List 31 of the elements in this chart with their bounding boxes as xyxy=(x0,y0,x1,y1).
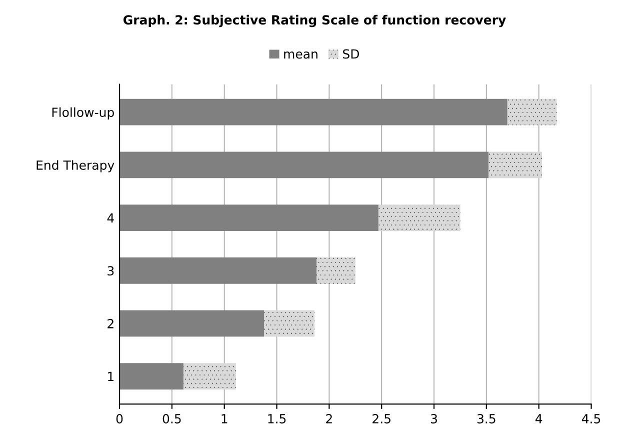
bar xyxy=(120,310,264,337)
bar xyxy=(316,257,356,284)
y-tick-label: 1 xyxy=(108,372,114,382)
x-tick-label: 1 xyxy=(222,414,228,424)
x-tick-label: 2.5 xyxy=(372,414,390,424)
y-tick-label: 2 xyxy=(108,318,114,328)
bar xyxy=(120,257,317,284)
y-tick-label: Flollow-up xyxy=(52,107,114,120)
x-tick-label: 3.5 xyxy=(477,414,496,424)
x-tick-label: 4.5 xyxy=(582,414,600,424)
y-tick-label: 3 xyxy=(108,266,114,276)
x-tick-label: 0 xyxy=(116,414,123,424)
chart-title: Graph. 2: Subjective Rating Scale of function recovery xyxy=(123,14,506,28)
bar xyxy=(488,152,542,178)
x-tick-label: 4 xyxy=(535,414,542,424)
y-tick-label: End Therapy xyxy=(36,160,114,172)
bar xyxy=(120,98,508,126)
bar xyxy=(120,204,378,231)
legend-label: mean xyxy=(284,51,318,59)
bar xyxy=(120,152,489,178)
bar xyxy=(120,363,184,390)
x-tick-label: 1.5 xyxy=(268,414,286,424)
y-tick-label: 4 xyxy=(107,213,114,223)
legend-label: SD xyxy=(343,49,360,59)
x-tick-label: 2 xyxy=(326,414,332,424)
x-tick-label: 0.5 xyxy=(162,414,181,424)
bar xyxy=(507,98,557,126)
bar xyxy=(378,204,460,231)
bar xyxy=(183,363,236,390)
x-tick-label: 3 xyxy=(430,414,437,424)
bar xyxy=(264,310,314,337)
